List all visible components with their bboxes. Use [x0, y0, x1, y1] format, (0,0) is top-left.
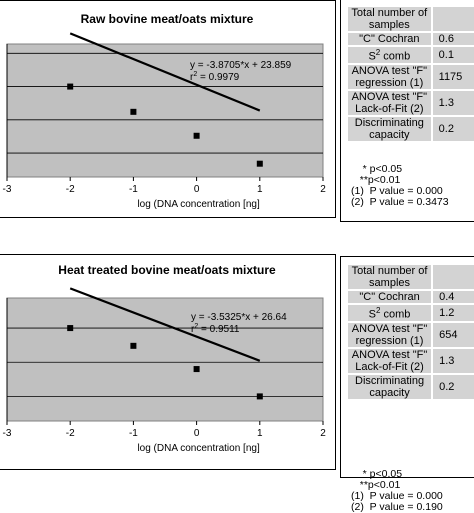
x-tick-label: 1 [257, 184, 263, 195]
table-row: ANOVA test "F" regression (1) 654 [348, 322, 474, 347]
chart-title: Heat treated bovine meat/oats mixture [58, 263, 276, 277]
stat-value: 0.2 [432, 116, 474, 141]
x-tick-label: 2 [320, 428, 326, 439]
x-axis-label: log (DNA concentration [ng] [137, 199, 260, 210]
x-tick-label: -1 [129, 184, 138, 195]
data-point [130, 342, 137, 349]
table-row: ANOVA test "F" regression (1) 1175 [348, 64, 474, 89]
table-row: ANOVA test "F" Lack-of-Fit (2) 1.3 [348, 348, 474, 373]
stat-value: 654 [433, 322, 474, 347]
r-squared-label: r2 = 0.9511 [191, 323, 240, 335]
x-tick-label: -2 [66, 184, 75, 195]
stat-value: 1175 [432, 64, 474, 89]
stat-label: ANOVA test "F" regression (1) [348, 64, 431, 89]
chart-plot: -3 -2 -1 0 1 2 log (DNA concentration [ng] y = … [3, 32, 326, 210]
chart-heat-treated-bovine: Heat treated bovine meat/oats mixture -3… [0, 254, 336, 470]
stats-panel-raw: Total number of samples "C" Cochran 0.6 S… [340, 0, 474, 222]
stat-value: 0.1 [432, 47, 474, 63]
table-row: Total number of samples [348, 7, 474, 31]
significance-notes: * p<0.05 **p<0.01 (1) P value = 0.000 (2… [351, 468, 443, 513]
plot-area [6, 43, 324, 178]
stats-table: Total number of samples "C" Cochran 0.4 S… [346, 263, 474, 401]
data-point [67, 83, 74, 90]
table-row: Discriminating capacity 0.2 [348, 116, 474, 141]
table-row: Discriminating capacity 0.2 [348, 374, 474, 399]
trendline-equation: y = -3.8705*x + 23.859 [190, 60, 292, 71]
chart-plot: -3 -2 -1 0 1 2 log (DNA concentration [ng] y = … [3, 287, 326, 454]
x-tick-label: -3 [3, 184, 12, 195]
stats-table: Total number of samples "C" Cochran 0.6 S… [346, 5, 474, 143]
stat-value: 0.4 [433, 291, 474, 303]
stat-label: S2 comb [348, 47, 431, 63]
stat-label: "C" Cochran [348, 291, 432, 303]
x-tick-label: 0 [194, 184, 200, 195]
stat-value [432, 7, 474, 31]
x-axis-label: log (DNA concentration [ng] [137, 443, 260, 454]
stat-value: 1.2 [433, 305, 474, 321]
chart-title: Raw bovine meat/oats mixture [80, 12, 254, 26]
stat-label: ANOVA test "F" Lack-of-Fit (2) [348, 90, 431, 115]
table-row: ANOVA test "F" Lack-of-Fit (2) 1.3 [348, 90, 474, 115]
stats-panel-heat-treated: Total number of samples "C" Cochran 0.4 S… [340, 256, 474, 513]
stat-label: Total number of samples [348, 265, 432, 289]
stat-value [433, 265, 474, 289]
x-tick-label: -1 [129, 428, 138, 439]
data-point [130, 108, 137, 115]
trendline-equation: y = -3.5325*x + 26.64 [191, 312, 287, 323]
data-point [193, 132, 200, 139]
stat-value: 0.2 [433, 374, 474, 399]
chart-raw-bovine: Raw bovine meat/oats mixture -3 -2 -1 0 1 2 lo… [0, 0, 336, 218]
table-row: Total number of samples [348, 265, 474, 289]
trendline [69, 32, 261, 112]
stat-label: ANOVA test "F" Lack-of-Fit (2) [348, 348, 432, 373]
data-point [193, 366, 200, 373]
trendline [69, 287, 261, 362]
table-row: "C" Cochran 0.4 [348, 291, 474, 303]
data-point [256, 160, 263, 167]
stat-label: Total number of samples [348, 7, 431, 31]
stat-value: 1.3 [433, 348, 474, 373]
stat-label: ANOVA test "F" regression (1) [348, 322, 432, 347]
stat-label: "C" Cochran [348, 33, 431, 45]
r-squared-label: r2 = 0.9979 [190, 71, 240, 83]
data-point [67, 325, 74, 332]
table-row: "C" Cochran 0.6 [348, 33, 474, 45]
stat-label: S2 comb [348, 305, 432, 321]
x-tick-label: 2 [320, 184, 326, 195]
data-point [256, 393, 263, 400]
table-row: S2 comb 0.1 [348, 47, 474, 63]
stat-value: 1.3 [432, 90, 474, 115]
stat-label: Discriminating capacity [348, 116, 431, 141]
stat-value: 0.6 [432, 33, 474, 45]
x-tick-label: 0 [194, 428, 200, 439]
x-tick-label: 1 [257, 428, 263, 439]
significance-notes: * p<0.05 **p<0.01 (1) P value = 0.000 (2… [351, 163, 449, 208]
x-tick-label: -3 [3, 428, 12, 439]
table-row: S2 comb 1.2 [348, 305, 474, 321]
stat-label: Discriminating capacity [348, 374, 432, 399]
x-tick-label: -2 [66, 428, 75, 439]
